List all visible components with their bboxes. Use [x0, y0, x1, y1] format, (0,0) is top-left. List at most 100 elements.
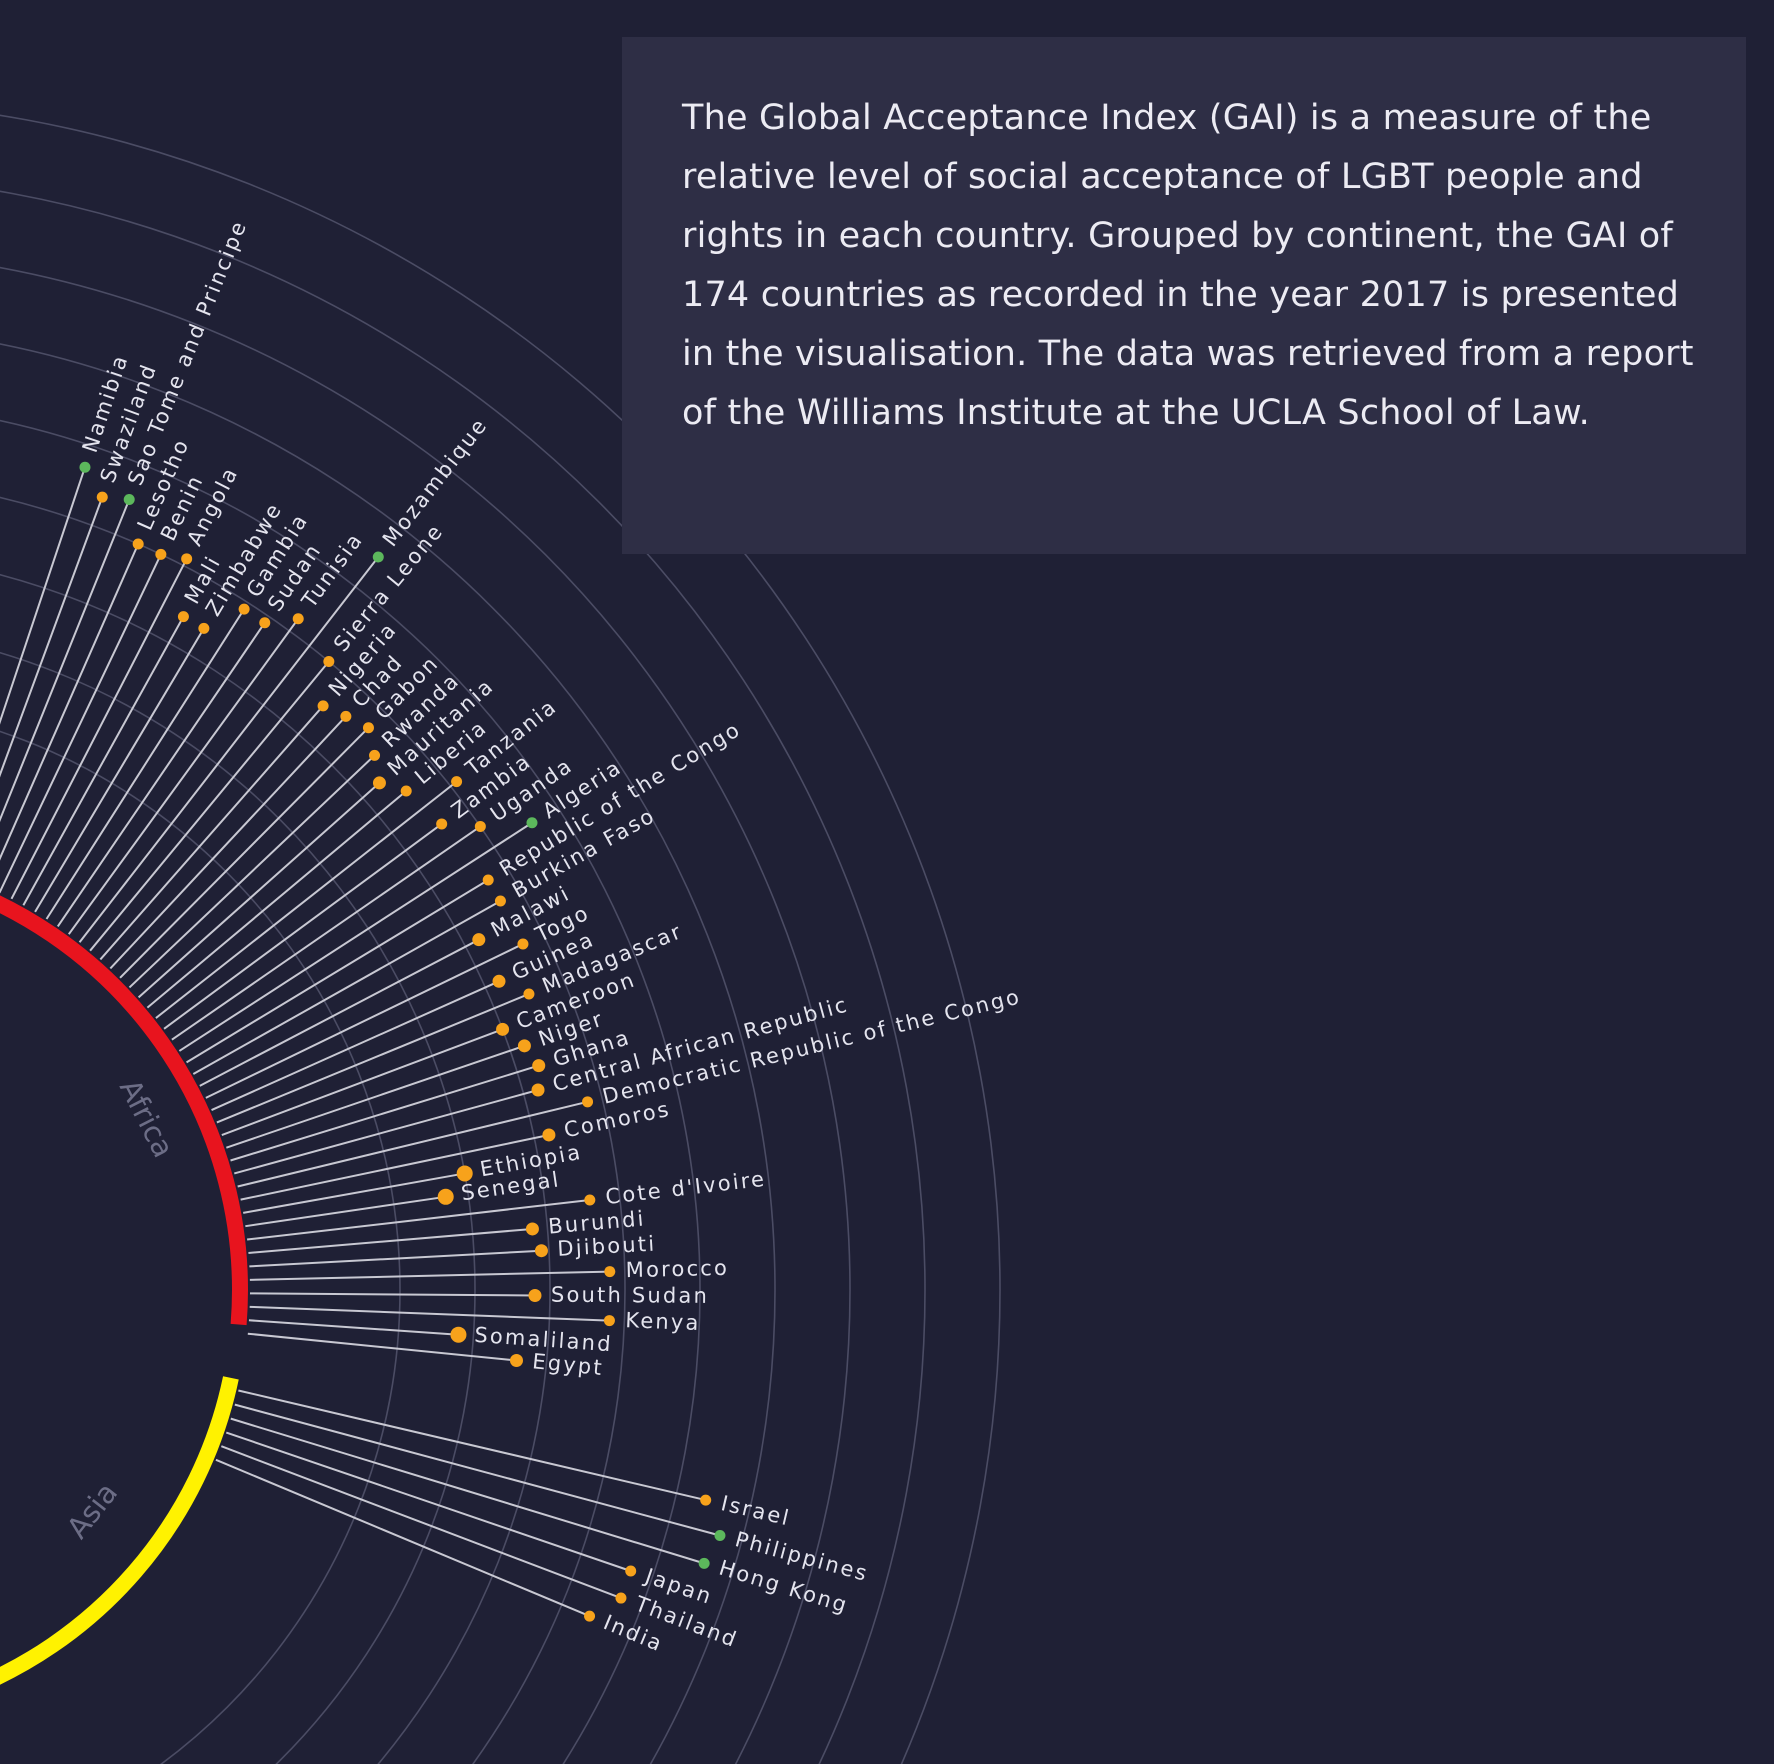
dot-cote-d-ivoire[interactable] [584, 1194, 596, 1206]
dot-burundi[interactable] [525, 1222, 539, 1236]
africa-arc [0, 895, 248, 1326]
dot-central-african-republic[interactable] [531, 1083, 545, 1097]
grid-circle [0, 114, 1001, 1764]
dot-tunisia[interactable] [292, 613, 304, 625]
dot-algeria[interactable] [526, 817, 538, 829]
stem-burkina-faso [192, 900, 501, 1075]
stem-swaziland [0, 496, 104, 778]
stem-algeria [178, 821, 533, 1052]
dot-japan[interactable] [625, 1565, 637, 1577]
stem-cote-d-ivoire [246, 1198, 590, 1241]
label-cote-d-ivoire: Cote d'Ivoire [604, 1167, 767, 1209]
dot-guinea[interactable] [492, 974, 506, 988]
dot-sudan[interactable] [259, 617, 271, 629]
grid-circle [0, 652, 476, 1764]
stem-tunisia [68, 618, 300, 935]
radial-gridlines [0, 114, 1001, 1764]
label-djibouti: Djibouti [557, 1232, 657, 1261]
dot-ghana[interactable] [532, 1059, 546, 1073]
grid-circle [0, 343, 776, 1764]
dot-chad[interactable] [340, 710, 352, 722]
dot-nigeria[interactable] [317, 700, 329, 712]
dot-lesotho[interactable] [132, 538, 144, 550]
dot-madagascar[interactable] [523, 988, 535, 1000]
dot-angola[interactable] [181, 553, 193, 565]
stem-tanzania [155, 780, 458, 1019]
description-panel: The Global Acceptance Index (GAI) is a m… [622, 37, 1746, 554]
dot-gabon[interactable] [362, 722, 374, 734]
stem-namibia [0, 466, 86, 725]
stem-nigeria [99, 705, 324, 961]
stem-gabon [119, 727, 370, 979]
dot-philippines[interactable] [714, 1530, 726, 1542]
country-stems [0, 466, 721, 1618]
dot-gambia[interactable] [238, 603, 250, 615]
dot-mozambique[interactable] [372, 551, 384, 563]
dot-democratic-republic-of-the-congo[interactable] [582, 1096, 594, 1108]
dot-namibia[interactable] [79, 461, 91, 473]
stem-uganda [171, 825, 481, 1041]
stem-israel [238, 1389, 706, 1502]
stem-ethiopia [243, 1172, 465, 1214]
dot-republic-of-the-congo[interactable] [482, 874, 494, 886]
dot-zimbabwe[interactable] [198, 622, 210, 634]
stem-burundi [248, 1227, 533, 1254]
label-morocco: Morocco [625, 1256, 729, 1282]
stem-niger [226, 1044, 525, 1149]
dot-niger[interactable] [517, 1039, 531, 1053]
dot-benin[interactable] [155, 548, 167, 560]
dot-rwanda[interactable] [369, 749, 381, 761]
dot-comoros[interactable] [542, 1128, 556, 1142]
stem-thailand [220, 1445, 622, 1599]
stem-rwanda [128, 754, 376, 989]
dot-djibouti[interactable] [534, 1244, 548, 1258]
grid-circle [0, 419, 701, 1764]
dot-egypt[interactable] [509, 1354, 523, 1368]
dot-kenya[interactable] [603, 1315, 615, 1327]
dot-israel[interactable] [700, 1494, 712, 1506]
dot-uganda[interactable] [474, 820, 486, 832]
dot-burkina-faso[interactable] [494, 895, 506, 907]
dot-sierra-leone[interactable] [323, 655, 335, 667]
stem-sierra-leone [89, 660, 330, 952]
stem-guinea [211, 980, 500, 1112]
stem-liberia [146, 790, 407, 1009]
stem-cameroon [221, 1028, 503, 1136]
stem-comoros [240, 1133, 550, 1201]
dot-togo[interactable] [517, 938, 529, 950]
stem-democratic-republic-of-the-congo [237, 1100, 588, 1188]
dot-thailand[interactable] [615, 1592, 627, 1604]
label-somaliland: Somaliland [474, 1323, 614, 1356]
stem-gambia [45, 608, 245, 920]
dot-tanzania[interactable] [451, 776, 463, 788]
continent-arcs [0, 895, 248, 1685]
grid-circle [0, 190, 926, 1764]
africa-label: Africa [113, 1074, 181, 1163]
dot-morocco[interactable] [604, 1266, 616, 1278]
grid-circle [0, 266, 851, 1764]
dot-liberia[interactable] [400, 785, 412, 797]
dot-swaziland[interactable] [96, 491, 108, 503]
dot-hong-kong[interactable] [698, 1557, 710, 1569]
dot-south-sudan[interactable] [528, 1289, 542, 1303]
label-israel: Israel [719, 1491, 793, 1530]
dot-sao-tome-and-principe[interactable] [123, 494, 135, 506]
grid-circle [0, 730, 401, 1764]
dot-malawi[interactable] [472, 933, 486, 947]
dot-cameroon[interactable] [496, 1022, 510, 1036]
dot-senegal[interactable] [437, 1188, 454, 1205]
dot-ethiopia[interactable] [456, 1165, 473, 1182]
stem-djibouti [249, 1249, 542, 1268]
stem-angola [10, 558, 188, 900]
dot-mali[interactable] [177, 611, 189, 623]
asia-arc [0, 1376, 239, 1685]
stem-philippines [234, 1403, 721, 1537]
dot-india[interactable] [584, 1610, 596, 1622]
dot-somaliland[interactable] [450, 1326, 467, 1343]
stem-mali [22, 616, 185, 906]
dot-zambia[interactable] [436, 818, 448, 830]
dot-mauritania[interactable] [372, 776, 386, 790]
stem-india [215, 1458, 590, 1618]
stem-south-sudan [249, 1292, 535, 1297]
